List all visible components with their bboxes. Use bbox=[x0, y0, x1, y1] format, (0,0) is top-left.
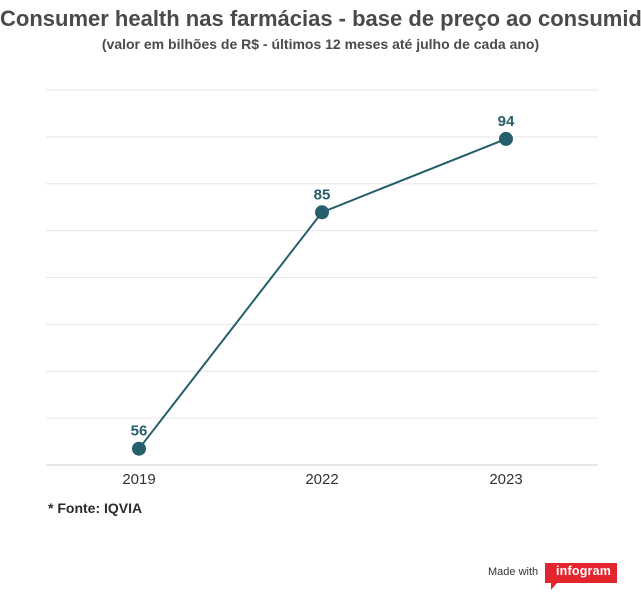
infogram-logo-text: infogram bbox=[556, 564, 612, 578]
source-note: * Fonte: IQVIA bbox=[48, 500, 143, 516]
x-tick-label: 2022 bbox=[305, 471, 338, 488]
x-axis-ticks: 2019 2022 2023 bbox=[122, 471, 522, 488]
data-point[interactable] bbox=[499, 131, 513, 146]
x-tick-label: 2019 bbox=[122, 471, 155, 488]
data-point[interactable] bbox=[132, 441, 146, 456]
chart-subtitle: (valor em bilhões de R$ - últimos 12 mes… bbox=[101, 36, 540, 52]
gridlines bbox=[46, 89, 598, 466]
made-with-label: Made with bbox=[488, 566, 539, 578]
series-group: 56 85 94 bbox=[131, 113, 515, 456]
data-point[interactable] bbox=[315, 205, 329, 220]
infogram-badge-icon[interactable] bbox=[545, 561, 617, 591]
data-label: 56 bbox=[131, 423, 148, 440]
data-label: 85 bbox=[314, 186, 331, 203]
x-tick-label: 2023 bbox=[489, 471, 522, 488]
chart-title: Consumer health nas farmácias - base de … bbox=[0, 6, 641, 31]
data-label: 94 bbox=[498, 113, 515, 130]
